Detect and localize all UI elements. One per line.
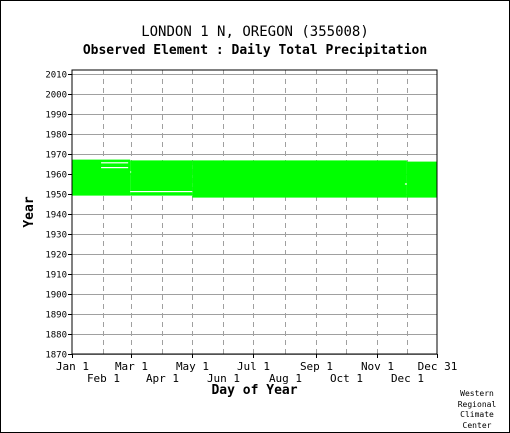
grid-lines <box>72 70 437 355</box>
plot-area <box>71 69 438 355</box>
y-tick-label-1960: 1960 <box>45 171 67 181</box>
wrcc-credit: Western Regional Climate Center <box>457 389 497 430</box>
station-title: LONDON 1 N, OREGON (355008) <box>141 24 369 40</box>
x-tick-label-day-244: Sep 1 <box>300 360 333 373</box>
x-tick-label-day-32: Feb 1 <box>87 372 120 385</box>
y-tick-label-1940: 1940 <box>45 211 67 221</box>
y-tick-label-1910: 1910 <box>45 271 67 281</box>
x-axis-label: Day of Year <box>211 383 297 398</box>
coverage-bar-1 <box>72 159 131 196</box>
x-tick-label-day-60: Mar 1 <box>115 360 148 373</box>
gap-mark-2 <box>101 162 129 164</box>
y-tick-label-1920: 1920 <box>45 251 67 261</box>
y-tick-label-1980: 1980 <box>45 131 67 141</box>
x-tick-label-day-182: Jul 1 <box>237 360 270 373</box>
gap-mark-5 <box>404 183 407 185</box>
y-tick-label-1880: 1880 <box>45 331 67 341</box>
coverage-bars <box>72 159 437 198</box>
y-tick-label-1970: 1970 <box>45 151 67 161</box>
y-tick-label-1930: 1930 <box>45 231 67 241</box>
x-tick-label-day-1: Jan 1 <box>56 360 89 373</box>
x-tick-label-day-335: Dec 1 <box>391 372 424 385</box>
y-tick-label-1900: 1900 <box>45 291 67 301</box>
y-tick-label-2000: 2000 <box>45 91 67 101</box>
x-tick-label-day-121: May 1 <box>176 360 209 373</box>
coverage-bar-4 <box>406 161 437 198</box>
x-tick-label-day-152: Jun 1 <box>207 372 240 385</box>
x-tick-label-day-213: Aug 1 <box>269 372 302 385</box>
y-axis-label: Year <box>22 196 37 227</box>
y-tick-label-1870: 1870 <box>45 351 67 361</box>
x-tick-label-day-365: Dec 31 <box>418 360 458 373</box>
gap-mark-1 <box>101 167 129 169</box>
coverage-bar-3 <box>192 160 407 198</box>
x-tick-label-day-274: Oct 1 <box>330 372 363 385</box>
y-tick-label-1950: 1950 <box>45 191 67 201</box>
element-subtitle: Observed Element : Daily Total Precipita… <box>82 43 428 58</box>
coverage-bar-2 <box>130 160 193 196</box>
x-tick-label-day-305: Nov 1 <box>361 360 394 373</box>
y-tick-label-1990: 1990 <box>45 111 67 121</box>
coverage-gaps <box>101 162 407 193</box>
x-tick-label-day-91: Apr 1 <box>146 372 179 385</box>
gap-mark-4 <box>130 171 132 173</box>
y-tick-label-1890: 1890 <box>45 311 67 321</box>
y-axis: 1870 1880 1890 1900 1910 1920 1930 1940 1950 1960… <box>45 71 72 361</box>
gap-mark-3 <box>130 191 193 193</box>
y-tick-label-2010: 2010 <box>45 71 67 81</box>
